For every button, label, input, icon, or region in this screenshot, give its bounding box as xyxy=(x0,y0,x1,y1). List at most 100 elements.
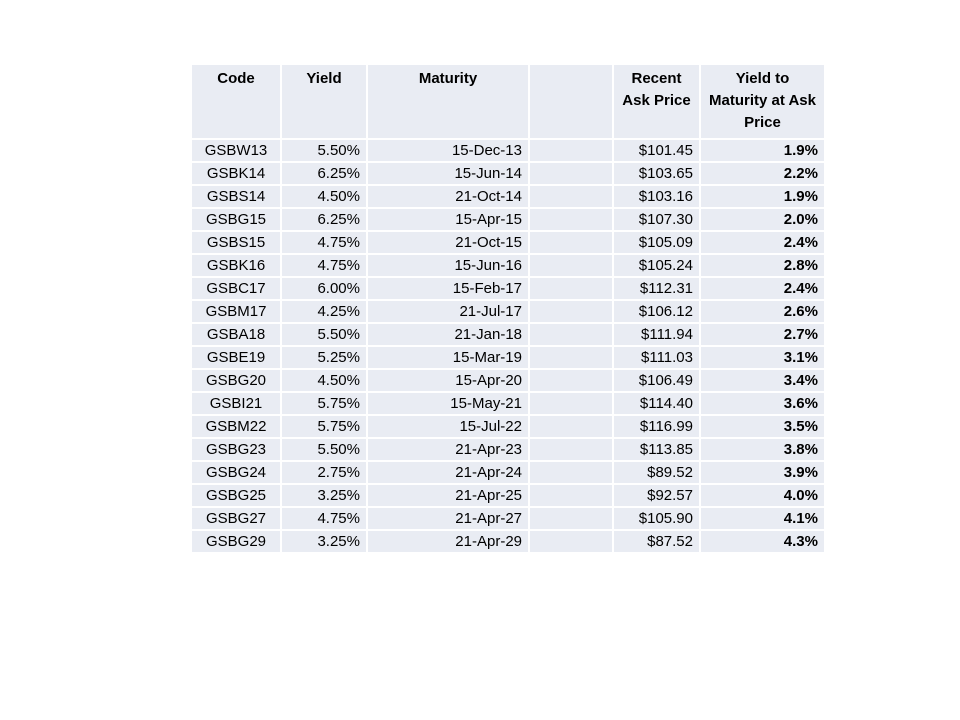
cell-maturity: 15-Apr-20 xyxy=(368,370,528,391)
cell-ask_price: $87.52 xyxy=(614,531,699,552)
cell-spacer xyxy=(530,347,612,368)
cell-ask_price: $113.85 xyxy=(614,439,699,460)
cell-ytm: 3.6% xyxy=(701,393,824,414)
cell-code: GSBW13 xyxy=(192,140,280,161)
cell-code: GSBG23 xyxy=(192,439,280,460)
cell-ytm: 1.9% xyxy=(701,140,824,161)
cell-maturity: 15-Jun-16 xyxy=(368,255,528,276)
cell-spacer xyxy=(530,439,612,460)
column-header-spacer xyxy=(530,65,612,138)
cell-yield: 4.75% xyxy=(282,232,366,253)
cell-code: GSBK16 xyxy=(192,255,280,276)
cell-yield: 5.25% xyxy=(282,347,366,368)
cell-spacer xyxy=(530,163,612,184)
cell-ask_price: $92.57 xyxy=(614,485,699,506)
cell-ask_price: $101.45 xyxy=(614,140,699,161)
cell-ytm: 2.4% xyxy=(701,278,824,299)
table-row: GSBG23 5.50% 21-Apr-23 $113.85 3.8% xyxy=(192,439,824,460)
table-row: GSBG24 2.75% 21-Apr-24 $89.52 3.9% xyxy=(192,462,824,483)
table-row: GSBG25 3.25% 21-Apr-25 $92.57 4.0% xyxy=(192,485,824,506)
cell-maturity: 21-Apr-25 xyxy=(368,485,528,506)
cell-spacer xyxy=(530,209,612,230)
cell-maturity: 15-Mar-19 xyxy=(368,347,528,368)
cell-code: GSBS14 xyxy=(192,186,280,207)
table-row: GSBG15 6.25% 15-Apr-15 $107.30 2.0% xyxy=(192,209,824,230)
bond-table: Code Yield Maturity Recent Ask Price Yie… xyxy=(190,63,826,554)
column-header-yield: Yield xyxy=(282,65,366,138)
cell-code: GSBG25 xyxy=(192,485,280,506)
column-header-code: Code xyxy=(192,65,280,138)
cell-spacer xyxy=(530,255,612,276)
cell-yield: 4.50% xyxy=(282,370,366,391)
cell-ytm: 3.4% xyxy=(701,370,824,391)
cell-ytm: 3.8% xyxy=(701,439,824,460)
cell-maturity: 15-Jul-22 xyxy=(368,416,528,437)
cell-maturity: 21-Apr-24 xyxy=(368,462,528,483)
cell-ask_price: $107.30 xyxy=(614,209,699,230)
cell-code: GSBA18 xyxy=(192,324,280,345)
cell-code: GSBM17 xyxy=(192,301,280,322)
cell-maturity: 21-Jan-18 xyxy=(368,324,528,345)
table-row: GSBS14 4.50% 21-Oct-14 $103.16 1.9% xyxy=(192,186,824,207)
cell-yield: 5.50% xyxy=(282,439,366,460)
cell-maturity: 15-Jun-14 xyxy=(368,163,528,184)
table-row: GSBI21 5.75% 15-May-21 $114.40 3.6% xyxy=(192,393,824,414)
cell-ask_price: $116.99 xyxy=(614,416,699,437)
header-row: Code Yield Maturity Recent Ask Price Yie… xyxy=(192,65,824,138)
cell-code: GSBG27 xyxy=(192,508,280,529)
cell-maturity: 15-May-21 xyxy=(368,393,528,414)
cell-yield: 3.25% xyxy=(282,531,366,552)
cell-code: GSBC17 xyxy=(192,278,280,299)
cell-spacer xyxy=(530,324,612,345)
cell-yield: 4.75% xyxy=(282,508,366,529)
table-row: GSBG27 4.75% 21-Apr-27 $105.90 4.1% xyxy=(192,508,824,529)
cell-spacer xyxy=(530,462,612,483)
table-row: GSBE19 5.25% 15-Mar-19 $111.03 3.1% xyxy=(192,347,824,368)
cell-ask_price: $106.12 xyxy=(614,301,699,322)
cell-spacer xyxy=(530,370,612,391)
table-row: GSBC17 6.00% 15-Feb-17 $112.31 2.4% xyxy=(192,278,824,299)
cell-maturity: 21-Oct-14 xyxy=(368,186,528,207)
cell-spacer xyxy=(530,278,612,299)
cell-code: GSBK14 xyxy=(192,163,280,184)
cell-ytm: 2.7% xyxy=(701,324,824,345)
cell-ytm: 4.0% xyxy=(701,485,824,506)
cell-yield: 4.50% xyxy=(282,186,366,207)
cell-ytm: 2.2% xyxy=(701,163,824,184)
cell-ask_price: $105.24 xyxy=(614,255,699,276)
cell-ytm: 2.4% xyxy=(701,232,824,253)
cell-maturity: 21-Apr-23 xyxy=(368,439,528,460)
cell-ask_price: $103.65 xyxy=(614,163,699,184)
cell-ask_price: $111.94 xyxy=(614,324,699,345)
table-row: GSBK14 6.25% 15-Jun-14 $103.65 2.2% xyxy=(192,163,824,184)
cell-yield: 4.25% xyxy=(282,301,366,322)
cell-ytm: 4.3% xyxy=(701,531,824,552)
table-row: GSBW13 5.50% 15-Dec-13 $101.45 1.9% xyxy=(192,140,824,161)
cell-spacer xyxy=(530,393,612,414)
table-row: GSBM17 4.25% 21-Jul-17 $106.12 2.6% xyxy=(192,301,824,322)
cell-yield: 2.75% xyxy=(282,462,366,483)
cell-code: GSBI21 xyxy=(192,393,280,414)
cell-maturity: 21-Apr-27 xyxy=(368,508,528,529)
cell-spacer xyxy=(530,485,612,506)
cell-ytm: 1.9% xyxy=(701,186,824,207)
cell-ask_price: $105.90 xyxy=(614,508,699,529)
cell-ask_price: $106.49 xyxy=(614,370,699,391)
cell-spacer xyxy=(530,416,612,437)
cell-maturity: 15-Dec-13 xyxy=(368,140,528,161)
table-row: GSBG20 4.50% 15-Apr-20 $106.49 3.4% xyxy=(192,370,824,391)
cell-ask_price: $114.40 xyxy=(614,393,699,414)
column-header-recent-ask-price: Recent Ask Price xyxy=(614,65,699,138)
cell-ytm: 2.8% xyxy=(701,255,824,276)
cell-code: GSBG24 xyxy=(192,462,280,483)
table-row: GSBA18 5.50% 21-Jan-18 $111.94 2.7% xyxy=(192,324,824,345)
cell-yield: 5.50% xyxy=(282,324,366,345)
cell-ask_price: $111.03 xyxy=(614,347,699,368)
cell-spacer xyxy=(530,508,612,529)
table-row: GSBS15 4.75% 21-Oct-15 $105.09 2.4% xyxy=(192,232,824,253)
cell-maturity: 21-Jul-17 xyxy=(368,301,528,322)
cell-ytm: 3.9% xyxy=(701,462,824,483)
cell-maturity: 21-Apr-29 xyxy=(368,531,528,552)
cell-ytm: 2.0% xyxy=(701,209,824,230)
